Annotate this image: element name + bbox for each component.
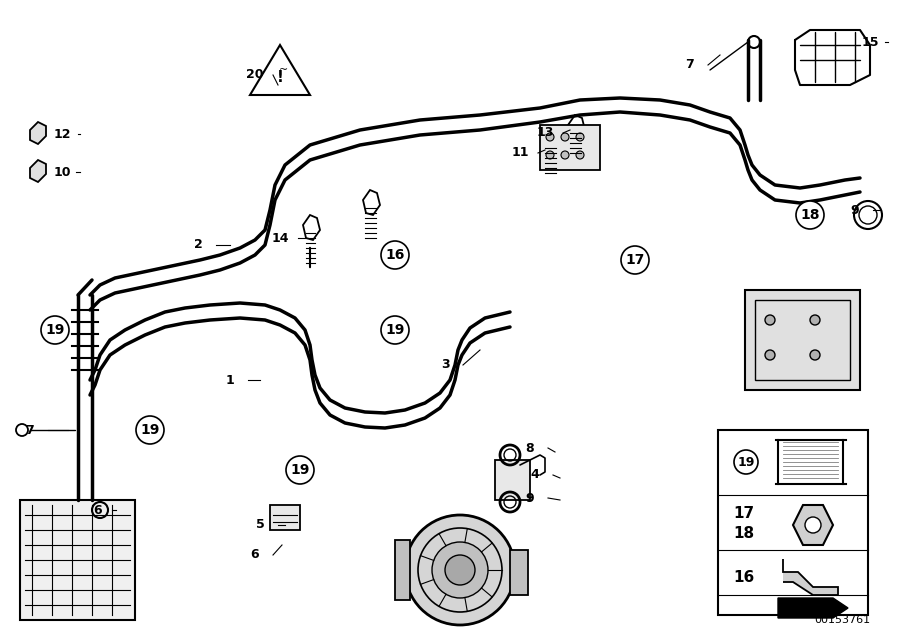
Text: 2: 2 [194, 238, 202, 251]
Circle shape [810, 350, 820, 360]
Circle shape [546, 133, 554, 141]
Text: 16: 16 [733, 569, 754, 584]
Text: 9: 9 [526, 492, 535, 504]
Polygon shape [793, 505, 833, 545]
Text: 17: 17 [626, 253, 644, 267]
Text: 19: 19 [45, 323, 65, 337]
Circle shape [41, 316, 69, 344]
Text: 12: 12 [53, 127, 71, 141]
Bar [20, 500, 135, 620]
Circle shape [621, 246, 649, 274]
Text: 19: 19 [737, 455, 755, 469]
Text: 7: 7 [25, 424, 34, 436]
Bar [755, 300, 850, 380]
Circle shape [734, 450, 758, 474]
Circle shape [796, 201, 824, 229]
Circle shape [445, 555, 475, 585]
Text: 14: 14 [271, 232, 289, 244]
Text: 17: 17 [733, 506, 754, 520]
Circle shape [381, 316, 409, 344]
Text: 19: 19 [140, 423, 159, 437]
Bar [540, 125, 600, 170]
Circle shape [765, 350, 775, 360]
Circle shape [805, 517, 821, 533]
Text: 18: 18 [800, 208, 820, 222]
Circle shape [561, 133, 569, 141]
Circle shape [286, 456, 314, 484]
Text: 15: 15 [861, 36, 878, 48]
Circle shape [561, 151, 569, 159]
Text: 20: 20 [247, 69, 264, 81]
Text: 16: 16 [385, 248, 405, 262]
Text: 4: 4 [531, 469, 539, 481]
Polygon shape [30, 122, 46, 144]
Circle shape [765, 315, 775, 325]
Bar [745, 290, 860, 390]
Polygon shape [783, 559, 838, 595]
Text: 3: 3 [441, 359, 449, 371]
Circle shape [136, 416, 164, 444]
Text: 9: 9 [850, 204, 860, 216]
Bar [270, 505, 300, 530]
Bar [510, 550, 528, 595]
Bar [395, 540, 410, 600]
Circle shape [405, 515, 515, 625]
Circle shape [432, 542, 488, 598]
Text: ~: ~ [278, 65, 288, 75]
Circle shape [16, 424, 28, 436]
Polygon shape [778, 598, 848, 618]
Circle shape [748, 36, 760, 48]
Text: 19: 19 [385, 323, 405, 337]
Circle shape [381, 241, 409, 269]
Text: 6: 6 [251, 548, 259, 562]
Text: 00153761: 00153761 [814, 615, 870, 625]
Text: 18: 18 [733, 525, 754, 541]
Circle shape [576, 151, 584, 159]
Text: 10: 10 [53, 165, 71, 179]
Text: !: ! [276, 69, 284, 85]
Text: 8: 8 [526, 441, 535, 455]
Text: 5: 5 [256, 518, 265, 532]
Circle shape [546, 151, 554, 159]
Text: 6: 6 [94, 504, 103, 516]
Text: 19: 19 [291, 463, 310, 477]
Circle shape [576, 133, 584, 141]
Polygon shape [30, 160, 46, 182]
Text: 1: 1 [226, 373, 234, 387]
Text: 11: 11 [511, 146, 529, 160]
Circle shape [810, 315, 820, 325]
Bar [495, 460, 530, 500]
Bar [718, 430, 868, 615]
Text: 13: 13 [536, 127, 554, 139]
Text: 7: 7 [686, 59, 695, 71]
